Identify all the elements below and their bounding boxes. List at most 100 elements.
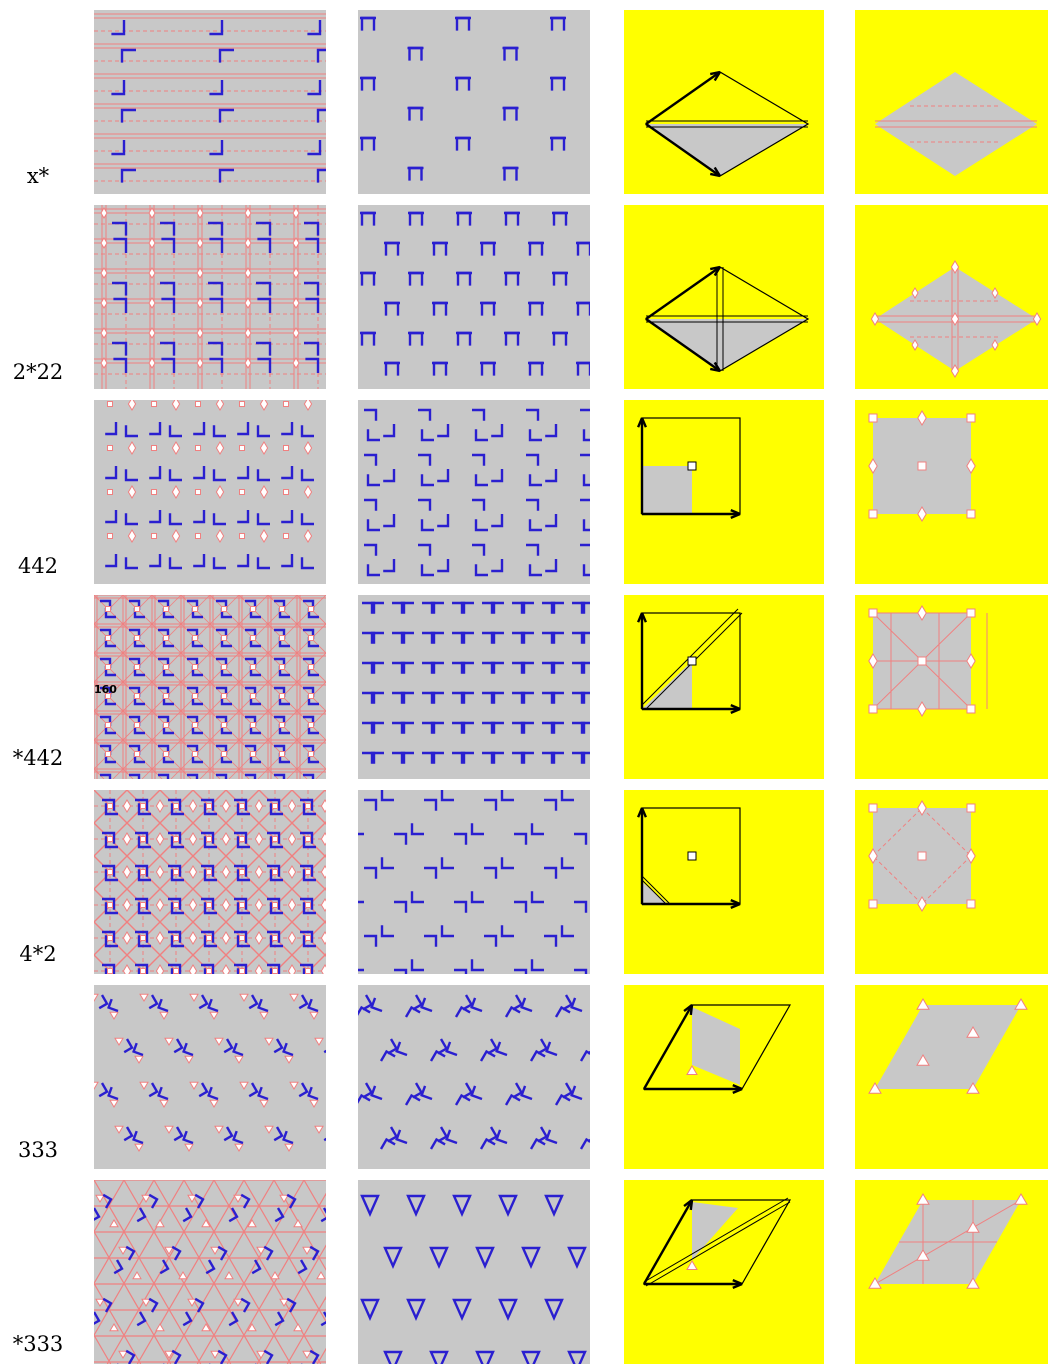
rotation-4-marker xyxy=(206,902,212,908)
motif-glyph xyxy=(500,857,514,870)
tile-background xyxy=(358,10,590,194)
rotation-2-marker xyxy=(917,896,927,912)
motif-glyph xyxy=(257,1086,269,1101)
lattice-vector xyxy=(645,318,721,372)
rotation-3-marker xyxy=(289,993,299,1002)
arrow-head xyxy=(637,807,647,818)
motif-glyph xyxy=(102,864,116,877)
motif-glyph xyxy=(113,1259,124,1275)
motif-glyph xyxy=(424,934,438,947)
rotation-2-marker xyxy=(911,287,919,299)
rotation-4-marker xyxy=(107,803,113,809)
orbifold-notation-label: 4*2 xyxy=(19,942,57,966)
arrow-head xyxy=(709,265,722,277)
rotation-3-marker xyxy=(155,1323,165,1332)
orbifold-domain-diagram xyxy=(855,10,1048,194)
motif-glyph xyxy=(98,994,109,1010)
motif-glyph xyxy=(307,998,319,1013)
rotation-4-marker xyxy=(239,401,245,407)
motif-glyph xyxy=(474,429,488,442)
rotation-4-marker xyxy=(250,693,256,699)
motif-glyph xyxy=(111,80,126,96)
rotation-2-marker xyxy=(868,653,878,669)
rotation-3-marker xyxy=(187,1298,197,1307)
symmetry-row xyxy=(0,985,1048,1169)
rotation-2-marker xyxy=(100,237,108,249)
motif-glyph xyxy=(263,1245,274,1261)
motif-glyph xyxy=(550,601,564,614)
motif-glyph xyxy=(383,424,396,438)
motif-glyph xyxy=(472,543,486,556)
fundamental-region xyxy=(642,466,692,514)
motif-glyph xyxy=(520,631,534,644)
rotation-2-marker xyxy=(950,364,960,378)
rotation-2-marker xyxy=(188,898,198,912)
mirror-line xyxy=(94,623,250,779)
motif-triangle xyxy=(383,1350,403,1364)
motif-glyph xyxy=(470,1085,483,1101)
rotation-4-marker xyxy=(206,935,212,941)
motif-glyph xyxy=(460,721,474,734)
orbifold-domain-diagram xyxy=(855,205,1048,389)
motif-glyph xyxy=(470,891,484,904)
rotation-3-marker xyxy=(256,1246,266,1255)
motif-glyph xyxy=(394,900,408,913)
orbifold-domain-diagram xyxy=(855,790,1048,974)
rotation-4-marker xyxy=(239,445,245,451)
motif-glyph xyxy=(424,866,438,879)
motif-glyph xyxy=(379,1049,396,1062)
mirror-line xyxy=(166,1180,275,1364)
rotation-4-marker xyxy=(239,803,245,809)
motif-glyph xyxy=(256,469,270,482)
motif-pattern xyxy=(358,985,590,1169)
rotation-2-marker xyxy=(244,327,252,339)
rotation-2-marker xyxy=(188,799,198,813)
motif-pattern xyxy=(358,790,590,974)
rotation-2-marker xyxy=(950,312,960,326)
motif-glyph xyxy=(281,554,294,568)
motif-glyph xyxy=(410,959,424,972)
rotation-2-marker xyxy=(196,237,204,249)
rotation-4-marker xyxy=(250,664,256,670)
motif-glyph xyxy=(94,1311,101,1327)
rotation-2-marker xyxy=(254,832,264,846)
motif-glyph xyxy=(408,106,424,121)
motif-glyph xyxy=(364,498,378,511)
rotation-4-marker xyxy=(308,635,314,641)
motif-glyph xyxy=(579,1049,590,1062)
motif-glyph xyxy=(316,48,326,63)
motif-glyph xyxy=(98,1082,109,1098)
motif-glyph xyxy=(454,968,468,974)
rotation-4-marker xyxy=(966,704,976,714)
lattice-vector xyxy=(645,71,721,125)
motif-glyph xyxy=(307,80,322,96)
mirror-line xyxy=(94,790,161,857)
motif-glyph xyxy=(580,721,590,734)
rotation-3-marker xyxy=(134,1055,144,1064)
mirror-line xyxy=(256,1244,326,1364)
motif-glyph xyxy=(550,661,564,674)
motif-pattern xyxy=(358,10,590,194)
rotation-4-marker xyxy=(250,606,256,612)
motif-glyph xyxy=(429,1049,446,1062)
motif-glyph xyxy=(161,237,176,253)
motif-glyph xyxy=(269,869,283,882)
motif-glyph xyxy=(171,1245,182,1261)
rotation-3-marker xyxy=(209,1099,219,1108)
rotation-2-marker xyxy=(287,898,297,912)
motif-glyph xyxy=(440,925,454,938)
motif-glyph xyxy=(286,1193,297,1209)
motif-glyph xyxy=(168,798,182,811)
motif-glyph xyxy=(161,357,176,373)
motif-glyph xyxy=(234,864,248,877)
motif-glyph xyxy=(182,1311,193,1327)
motif-glyph xyxy=(148,1297,159,1313)
motif-glyph xyxy=(236,869,250,882)
mirror-line xyxy=(643,1197,789,1283)
motif-glyph xyxy=(267,963,281,974)
rotation-3-marker xyxy=(184,1143,194,1152)
fundamental-region xyxy=(642,661,692,709)
symmetry-row xyxy=(0,205,1048,389)
motif-glyph xyxy=(201,963,215,974)
motif-glyph xyxy=(430,661,444,674)
